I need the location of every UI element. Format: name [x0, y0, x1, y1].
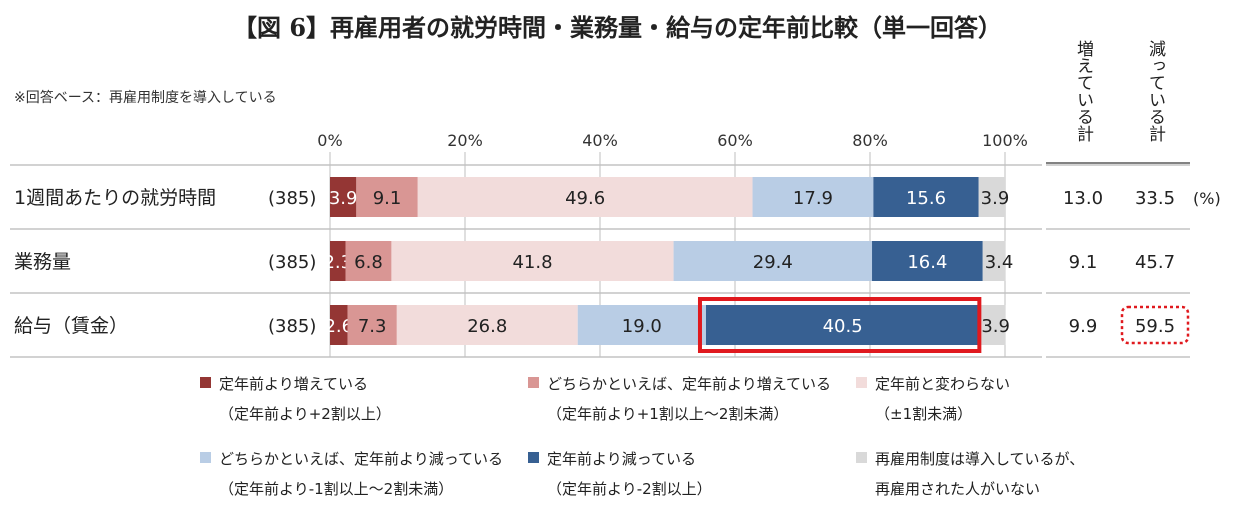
legend-label: どちらかといえば、定年前より増えている: [547, 375, 831, 393]
legend-swatch: [856, 377, 867, 388]
category-label: 1週間あたりの就労時間: [14, 187, 216, 209]
legend-sublabel: 再雇用された人がいない: [875, 480, 1041, 498]
data-label: 26.8: [467, 316, 507, 337]
x-tick-label: 80%: [852, 131, 888, 150]
x-tick-label: 20%: [447, 131, 483, 150]
unit-label: (%): [1193, 189, 1221, 208]
legend-label: 定年前より増えている: [219, 375, 368, 393]
data-label: 2.6: [324, 316, 353, 337]
bar-segment: [705, 305, 980, 345]
bar-segment: [356, 177, 418, 217]
increase-total-value: 9.9: [1069, 316, 1098, 337]
bar-segment: [982, 241, 1006, 281]
bar-segment: [417, 177, 753, 217]
bar-segment: [396, 305, 578, 345]
bar-segment: [978, 177, 1005, 217]
legend-item: 定年前より増えている （定年前より+2割以上）: [200, 372, 391, 426]
n-label: (385): [268, 316, 316, 337]
legend-item: どちらかといえば、定年前より減っている （定年前より-1割以上～2割未満）: [200, 447, 503, 501]
legend-label: 定年前より減っている: [547, 450, 696, 468]
decrease-total-value: 59.5: [1135, 316, 1175, 337]
legend-label: 定年前と変わらない: [875, 375, 1011, 393]
data-label: 17.9: [793, 188, 833, 209]
data-label: 15.6: [906, 188, 946, 209]
x-tick-label: 60%: [717, 131, 753, 150]
category-label: 給与（賃金）: [14, 315, 128, 337]
x-tick-label: 100%: [982, 131, 1028, 150]
bar-segment: [577, 305, 706, 345]
bar-segment: [391, 241, 674, 281]
legend-sublabel: （定年前より+1割以上～2割未満）: [547, 405, 789, 423]
bar-segment: [873, 177, 979, 217]
data-label: 3.9: [329, 188, 358, 209]
category-label: 業務量: [14, 251, 71, 273]
legend-item: どちらかといえば、定年前より増えている （定年前より+1割以上～2割未満）: [528, 372, 831, 426]
bar-segment: [330, 241, 346, 281]
bar-segment: [330, 305, 348, 345]
legend-sublabel: （定年前より+2割以上）: [219, 405, 391, 423]
data-label: 49.6: [565, 188, 605, 209]
data-label: 3.4: [985, 252, 1014, 273]
data-label: 2.3: [323, 252, 352, 273]
legend-swatch: [200, 452, 211, 463]
bar-segment: [347, 305, 397, 345]
bar-segment: [673, 241, 873, 281]
bar-segment: [330, 177, 357, 217]
highlight-dotted-box: [1120, 305, 1190, 345]
increase-total-header: 増えている計: [1073, 40, 1093, 142]
legend-item: 定年前と変わらない （±1割未満）: [856, 372, 1010, 426]
increase-total-value: 9.1: [1069, 252, 1098, 273]
bar-segment: [345, 241, 392, 281]
x-tick-label: 40%: [582, 131, 618, 150]
base-note: ※回答ベース：再雇用制度を導入している: [14, 90, 277, 106]
legend-swatch: [200, 377, 211, 388]
data-label: 19.0: [622, 316, 662, 337]
legend-sublabel: （定年前より-2割以上）: [547, 480, 712, 498]
n-label: (385): [268, 252, 316, 273]
increase-total-value: 13.0: [1063, 188, 1103, 209]
x-tick-label: 0%: [317, 131, 342, 150]
legend-label: どちらかといえば、定年前より減っている: [219, 450, 503, 468]
legend-item: 再雇用制度は導入しているが、 再雇用された人がいない: [856, 447, 1084, 501]
legend-swatch: [528, 377, 539, 388]
bar-segment: [872, 241, 983, 281]
data-label: 9.1: [373, 188, 402, 209]
data-label: 3.9: [981, 188, 1010, 209]
data-label: 7.3: [358, 316, 387, 337]
highlight-box: [697, 297, 982, 353]
legend-sublabel: （定年前より-1割以上～2割未満）: [219, 480, 454, 498]
legend-swatch: [856, 452, 867, 463]
decrease-total-value: 45.7: [1135, 252, 1175, 273]
legend-label: 再雇用制度は導入しているが、: [875, 450, 1085, 468]
legend-sublabel: （±1割未満）: [875, 405, 973, 423]
chart-title: 【図 6】再雇用者の就労時間・業務量・給与の定年前比較（単一回答）: [232, 13, 1003, 42]
data-label: 6.8: [354, 252, 383, 273]
bar-segment: [979, 305, 1006, 345]
bar-segment: [752, 177, 874, 217]
n-label: (385): [268, 188, 316, 209]
decrease-total-value: 33.5: [1135, 188, 1175, 209]
data-label: 40.5: [823, 316, 863, 337]
legend-swatch: [528, 452, 539, 463]
data-label: 3.9: [981, 316, 1010, 337]
data-label: 41.8: [512, 252, 552, 273]
legend-item: 定年前より減っている （定年前より-2割以上）: [528, 447, 712, 501]
data-label: 16.4: [907, 252, 947, 273]
decrease-total-header: 減っている計: [1145, 40, 1165, 142]
data-label: 29.4: [753, 252, 793, 273]
